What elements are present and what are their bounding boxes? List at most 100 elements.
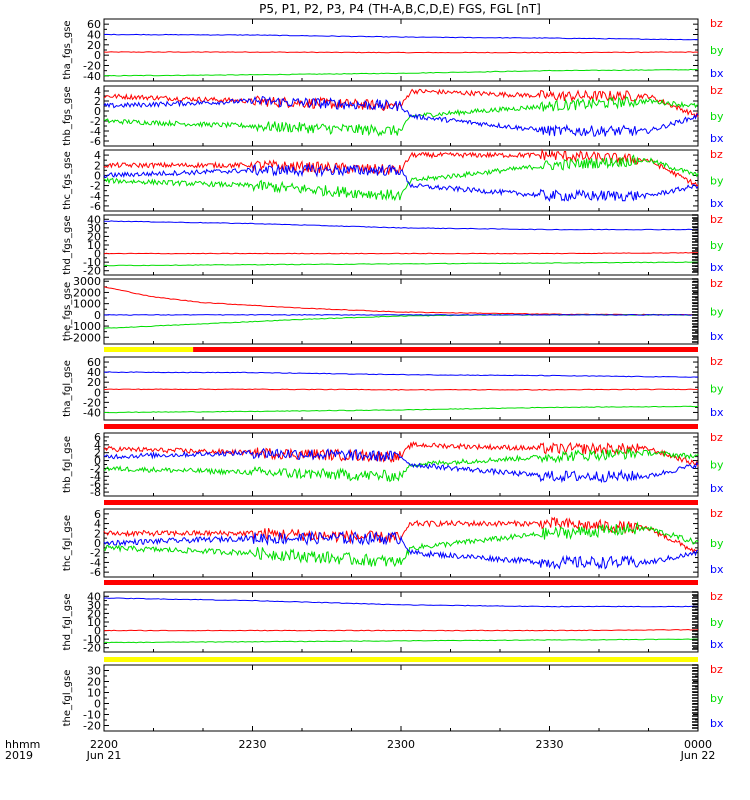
y-tick-label: 0: [94, 105, 101, 118]
y-axis-label: thb_fgl_gse: [62, 436, 73, 493]
y-axis-label: thd_fgl_gse: [62, 594, 73, 651]
series-bz: [103, 286, 699, 316]
y-tick-label: 2000: [73, 286, 101, 299]
legend-bx: bx: [710, 482, 724, 495]
panel-frame: [103, 432, 699, 497]
y-tick-label: 4: [94, 85, 101, 98]
y-tick-label: -20: [83, 720, 101, 733]
x-tick-label: 2200: [90, 738, 118, 751]
y-tick-label: 3000: [73, 275, 101, 288]
time-axis-label-hhmm: hhmm: [5, 738, 40, 751]
status-bar-yellow: [104, 657, 698, 662]
series-bz: [103, 388, 699, 391]
y-tick-label: 0: [94, 625, 101, 638]
y-tick-label: -40: [83, 406, 101, 419]
x-tick-date: Jun 21: [86, 749, 122, 762]
status-bar-red_bar: [104, 580, 698, 585]
series-bx: [103, 33, 699, 41]
series-bx: [103, 530, 699, 570]
series-by: [103, 638, 699, 644]
legend-by: by: [710, 537, 724, 550]
panel-frame: [103, 18, 699, 82]
panel-frame: [103, 214, 699, 276]
y-tick-label: 60: [87, 356, 101, 369]
y-tick-label: 4: [94, 149, 101, 162]
y-tick-label: 0: [94, 248, 101, 261]
y-tick-label: -2000: [69, 331, 101, 344]
y-tick-label: 40: [87, 29, 101, 42]
legend-bx: bx: [710, 563, 724, 576]
legend-by: by: [710, 616, 724, 629]
y-tick-label: 20: [87, 230, 101, 243]
y-tick-label: -8: [90, 486, 101, 499]
y-tick-label: 0: [94, 386, 101, 399]
plot-title: P5, P1, P2, P3, P4 (TH-A,B,C,D,E) FGS, F…: [259, 2, 541, 16]
y-tick-label: 10: [87, 616, 101, 629]
y-axis-label: thc_fgl_gse: [62, 515, 73, 571]
y-tick-label: 40: [87, 213, 101, 226]
y-tick-label: 1000: [73, 298, 101, 311]
legend-by: by: [710, 692, 724, 705]
y-tick-label: 6: [94, 431, 101, 444]
status-bar-red_bar: [193, 347, 698, 352]
series-by: [103, 313, 699, 329]
y-tick-label: 20: [87, 376, 101, 389]
y-axis-label: the_fgl_gse: [62, 670, 73, 727]
y-tick-label: -4: [90, 190, 101, 203]
y-tick-label: -40: [83, 70, 101, 83]
panel-thc_fgs_gse: 420-2-4-6 thc_fgs_gse bz by bx: [62, 148, 724, 213]
y-tick-label: 30: [87, 665, 101, 678]
y-tick-label: -4: [90, 125, 101, 138]
legend-bz: bz: [710, 355, 723, 368]
series-bz: [103, 628, 699, 632]
legend-bz: bz: [710, 590, 723, 603]
legend-bz: bz: [710, 431, 723, 444]
status-bar-yellow: [104, 347, 194, 352]
y-tick-label: -10: [83, 709, 101, 722]
status-bar-red_bar: [104, 500, 698, 505]
legend-bz: bz: [710, 507, 723, 520]
x-tick-label: 0000: [684, 738, 712, 751]
y-tick-label: 20: [87, 607, 101, 620]
y-tick-label: -20: [83, 642, 101, 655]
y-tick-label: -2: [90, 180, 101, 193]
series-bz: [103, 441, 699, 467]
legend-by: by: [710, 383, 724, 396]
legend-bx: bx: [710, 406, 724, 419]
y-tick-label: 0: [94, 698, 101, 711]
panel-thb_fgs_gse: 420-2-4-6 thb_fgs_gse bz by bx: [62, 84, 724, 148]
legend-bx: bx: [710, 717, 724, 730]
y-tick-label: 0: [94, 537, 101, 550]
x-tick-date: Jun 22: [680, 749, 716, 762]
legend-bx: bx: [710, 67, 724, 80]
y-tick-label: 0: [94, 49, 101, 62]
y-tick-label: -20: [83, 396, 101, 409]
legend-bz: bz: [710, 17, 723, 30]
series-by: [103, 154, 699, 202]
panel-frame: [103, 149, 699, 212]
legend-by: by: [710, 459, 724, 472]
y-tick-label: -2: [90, 115, 101, 128]
x-tick-label: 2230: [239, 738, 267, 751]
y-tick-label: 40: [87, 590, 101, 603]
y-tick-label: 10: [87, 687, 101, 700]
series-bx: [103, 597, 698, 608]
legend-bz: bz: [710, 213, 723, 226]
legend-bz: bz: [710, 84, 723, 97]
series-by: [103, 521, 699, 568]
y-tick-label: -6: [90, 200, 101, 213]
y-axis-label: tha_fgl_gse: [62, 360, 73, 417]
legend-bx: bx: [710, 261, 724, 274]
y-tick-label: 6: [94, 508, 101, 521]
legend-bx: bx: [710, 638, 724, 651]
series-by: [103, 261, 698, 267]
y-tick-label: 2: [94, 159, 101, 172]
panel-frame: [103, 664, 699, 732]
y-axis-label: tha_fgs_gse: [62, 20, 73, 79]
y-tick-label: 4: [94, 439, 101, 452]
